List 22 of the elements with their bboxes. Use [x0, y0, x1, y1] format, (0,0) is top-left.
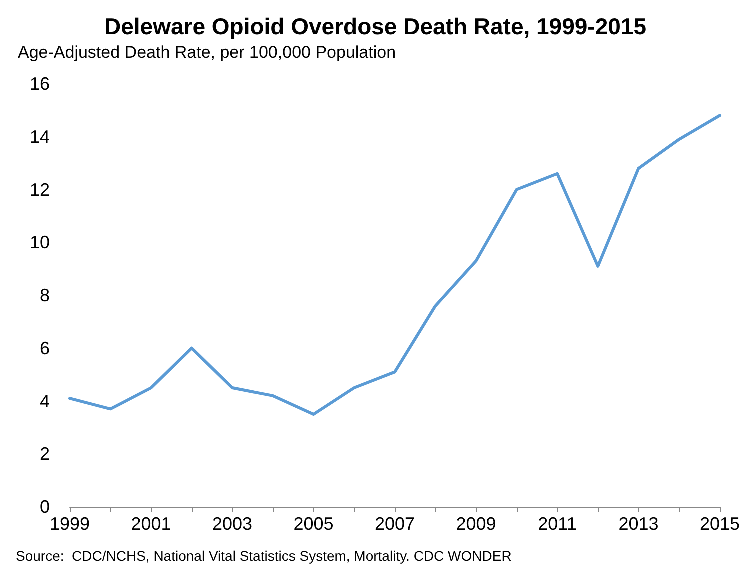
y-tick-label: 12: [30, 180, 50, 200]
y-axis-title: Age-Adjusted Death Rate, per 100,000 Population: [18, 43, 396, 62]
x-tick-label: 2005: [294, 514, 334, 534]
y-tick-label: 2: [40, 444, 50, 464]
y-tick-label: 16: [30, 74, 50, 94]
x-tick-label: 2003: [212, 514, 253, 534]
y-tick-label: 14: [30, 126, 50, 147]
y-tick-label: 6: [40, 338, 50, 358]
y-tick-label: 10: [30, 232, 50, 253]
x-tick-label: 2015: [700, 514, 740, 534]
y-tick-label: 4: [40, 391, 50, 412]
line-series: [68, 114, 722, 416]
x-tick-label: 2007: [374, 514, 416, 534]
y-tick-label: 8: [40, 286, 50, 306]
x-tick-label: 1999: [50, 514, 90, 534]
y-tick-label: 0: [40, 497, 50, 517]
chart-title: Deleware Opioid Overdose Death Rate, 1999-2015: [104, 14, 647, 40]
source-note: Source: CDC/NCHS, National Vital Statistics System, Mortality. CDC WONDER: [16, 548, 512, 564]
x-tick-label: 2001: [131, 514, 172, 534]
x-tick-label: 2011: [538, 514, 577, 534]
x-tick-label: 2013: [618, 514, 659, 534]
x-tick-label: 2009: [456, 514, 496, 534]
